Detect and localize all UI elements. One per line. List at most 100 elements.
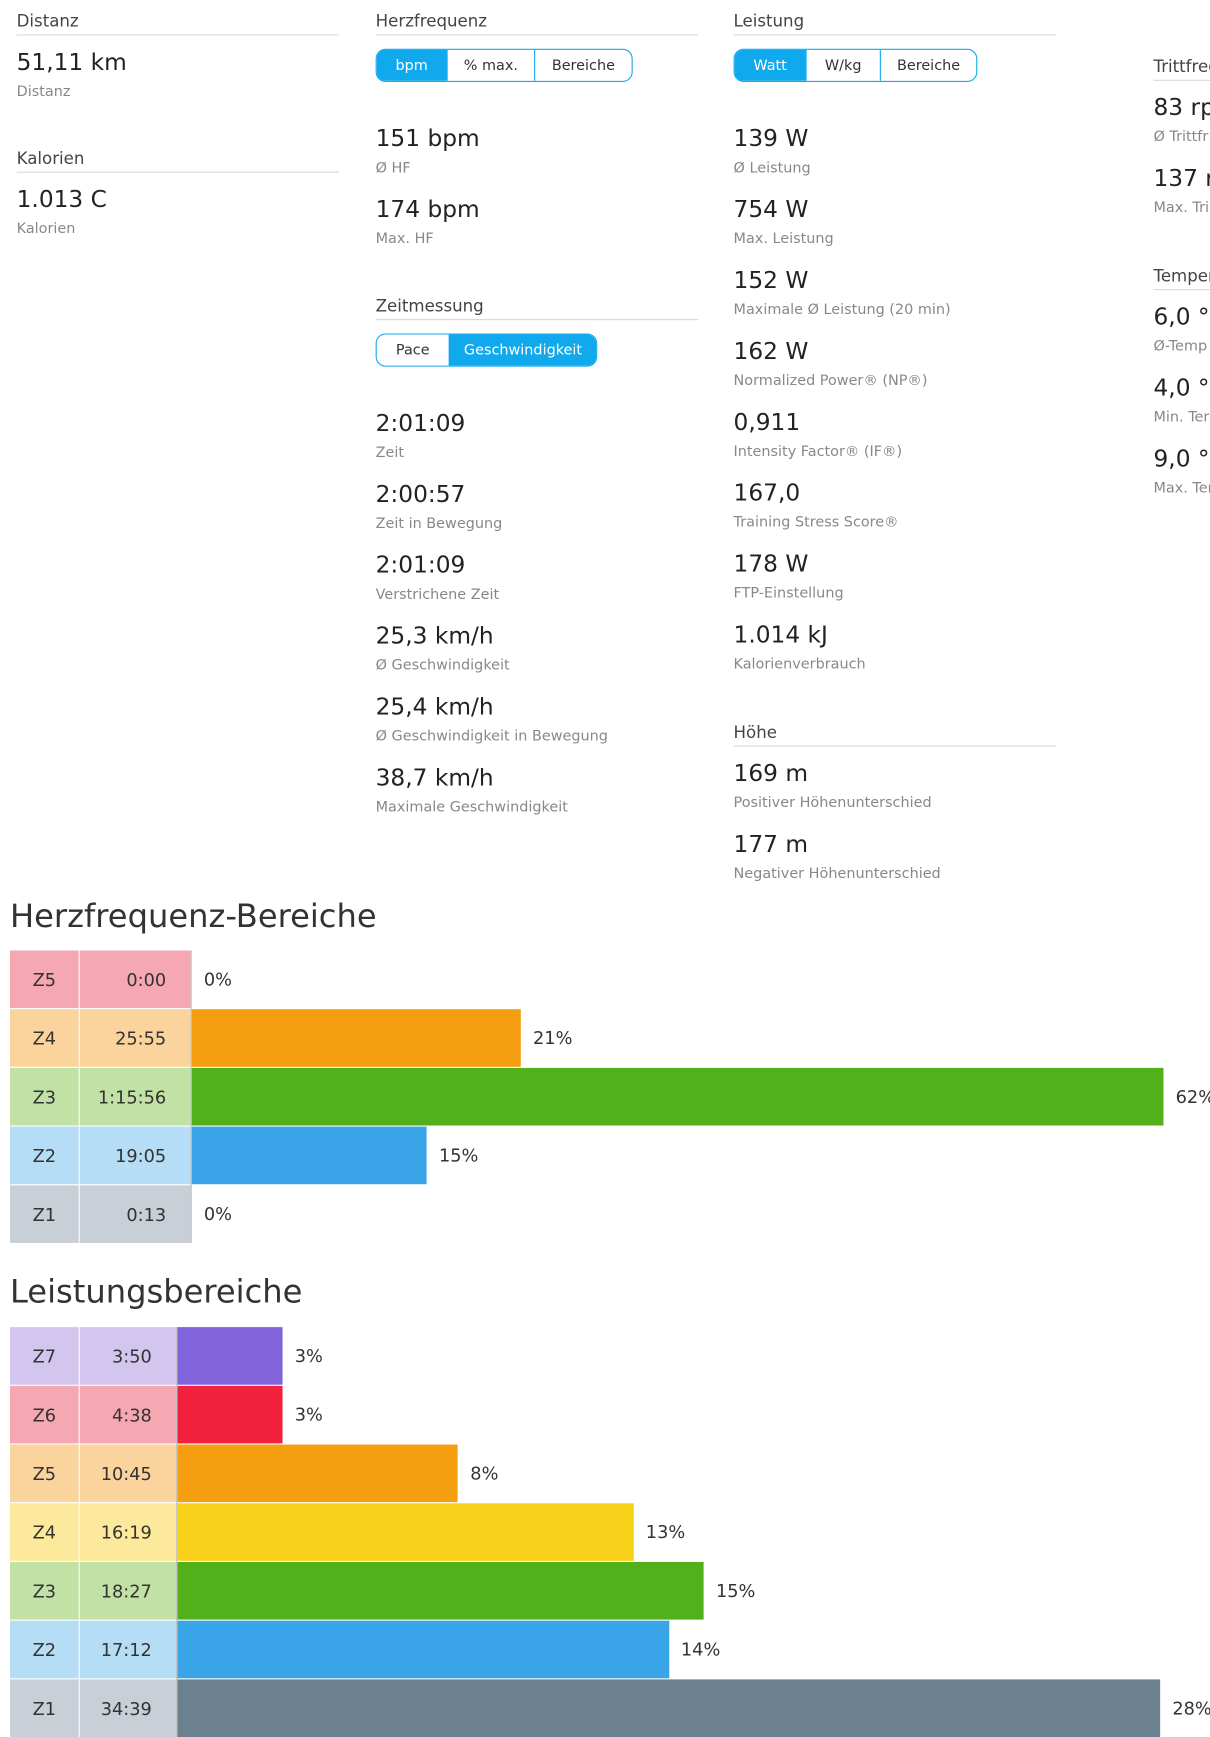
stat-value: 4,0 °C	[1153, 374, 1210, 402]
zone-percent: 3%	[294, 1345, 323, 1367]
zone-percent: 28%	[1172, 1697, 1210, 1719]
zone-percent: 62%	[1175, 1086, 1210, 1108]
section-title: Distanz	[16, 11, 79, 32]
zone-time: 4:38	[79, 1385, 177, 1444]
zone-chart-title: Leistungsbereiche	[9, 1272, 303, 1311]
divider	[1153, 289, 1210, 291]
zone-label: Z4	[9, 1503, 80, 1561]
zone-time: 3:50	[79, 1327, 177, 1385]
divider	[1153, 79, 1210, 81]
toggle-button[interactable]: W/kg	[805, 49, 880, 81]
stat-label: Max. Ter	[1153, 480, 1210, 497]
stat-label: Verstrichene Zeit	[375, 586, 500, 604]
zone-bar	[177, 1561, 704, 1620]
zone-time: 19:05	[79, 1126, 191, 1185]
zone-percent: 8%	[470, 1462, 499, 1484]
zone-label: Z5	[9, 1444, 80, 1503]
stat-label: Kalorienverbrauch	[733, 656, 866, 673]
toggle-button[interactable]: Geschwindigkeit	[448, 334, 597, 366]
zone-percent: 14%	[680, 1638, 721, 1661]
zone-time: 16:19	[79, 1503, 177, 1561]
toggle-button[interactable]: bpm	[376, 49, 447, 81]
zone-time: 17:12	[79, 1620, 177, 1679]
divider	[733, 745, 1056, 747]
zone-percent: 3%	[294, 1404, 323, 1426]
stat-label: Maximale Ø Leistung (20 min)	[733, 301, 951, 319]
toggle-group: bpm% max. Bereiche	[375, 48, 633, 82]
stat-label: Negativer Höhenunterschied	[733, 865, 941, 883]
stat-value: 38,7 km/h	[375, 764, 494, 791]
section-title: Höhe	[733, 722, 777, 743]
toggle-group: Pace Geschwindigkeit	[375, 333, 598, 367]
stat-label: Zeit	[375, 444, 405, 462]
stat-value: 152 W	[733, 266, 809, 294]
zone-bar	[177, 1385, 283, 1444]
zone-bar	[177, 1620, 669, 1679]
divider	[375, 34, 699, 36]
toggle-button[interactable]: Pace	[395, 341, 430, 359]
stat-value: 162 W	[733, 337, 809, 365]
section-title: Herzfrequenz	[375, 11, 488, 32]
stat-label: Max. HF	[375, 230, 434, 248]
zone-bar	[177, 1679, 1161, 1737]
stat-label: Zeit in Bewegung	[375, 515, 503, 533]
section-title: Zeitmessung	[375, 295, 484, 316]
stat-label: Ø Leistung	[733, 160, 811, 177]
zone-label: Z5	[9, 950, 80, 1009]
stat-label: Intensity Factor® (IF®)	[733, 443, 903, 461]
stat-value: 1.013 C	[16, 186, 107, 213]
stat-value: 9,0 °C	[1153, 445, 1210, 472]
stat-value: 178 W	[733, 550, 809, 578]
stat-label: Positiver Höhenunterschied	[733, 794, 932, 812]
stat-label: Maximale Geschwindigkeit	[375, 799, 568, 816]
toggle-button[interactable]: Bereiche	[879, 49, 976, 81]
toggle-button[interactable]: Watt	[734, 49, 806, 81]
stat-value: 51,11 km	[16, 48, 127, 76]
toggle-group: Watt W/kg Bereiche	[733, 48, 978, 82]
divider	[375, 319, 699, 321]
divider	[733, 34, 1056, 36]
stat-label: FTP-Einstellung	[733, 585, 844, 603]
toggle-button[interactable]: % max.	[446, 49, 535, 81]
zone-label: Z6	[9, 1385, 80, 1444]
stat-value: 0,911	[733, 408, 801, 436]
zone-axis	[176, 1327, 178, 1737]
zone-bar	[177, 1503, 634, 1561]
zone-chart-title: Herzfrequenz-Bereiche	[9, 897, 377, 935]
stat-value: 151 bpm	[375, 125, 480, 152]
stat-label: Normalized Power® (NP®)	[733, 372, 928, 390]
stat-value: 25,4 km/h	[375, 693, 494, 721]
zone-label: Z3	[9, 1561, 80, 1620]
zone-bar	[191, 1009, 521, 1067]
stat-label: Training Stress Score®	[733, 514, 899, 532]
zone-percent: 15%	[438, 1144, 479, 1166]
section-title: Kalorien	[16, 148, 85, 169]
stat-value: 177 m	[733, 830, 809, 858]
zone-percent: 0%	[203, 968, 233, 990]
stat-value: 139 W	[733, 125, 809, 152]
zone-time: 18:27	[79, 1561, 177, 1620]
stat-label: Ø Trittfr	[1153, 129, 1209, 146]
zone-label: Z2	[9, 1620, 80, 1679]
section-title: Trittfreq	[1153, 56, 1210, 77]
stat-label: Ø Geschwindigkeit in Bewegung	[375, 728, 608, 745]
stat-label: Distanz	[16, 83, 71, 101]
stat-value: 2:01:09	[375, 551, 466, 579]
stat-value: 83 rp	[1153, 94, 1210, 121]
zone-time: 0:00	[79, 950, 191, 1009]
stat-value: 2:01:09	[375, 409, 466, 437]
zone-bar	[191, 1126, 427, 1185]
stat-label: Ø HF	[375, 160, 411, 177]
stat-label: Ø-Temp	[1153, 338, 1208, 356]
stat-value: 754 W	[733, 196, 809, 223]
stat-label: Max. Leistung	[733, 230, 834, 248]
zone-time: 34:39	[79, 1679, 177, 1737]
toggle-button[interactable]: Bereiche	[534, 49, 632, 81]
zone-percent: 13%	[645, 1521, 686, 1543]
zone-time: 0:13	[79, 1185, 191, 1243]
section-title: Temper	[1153, 265, 1210, 286]
zone-bar	[177, 1327, 283, 1385]
stat-label: Min. Ter	[1153, 409, 1210, 426]
